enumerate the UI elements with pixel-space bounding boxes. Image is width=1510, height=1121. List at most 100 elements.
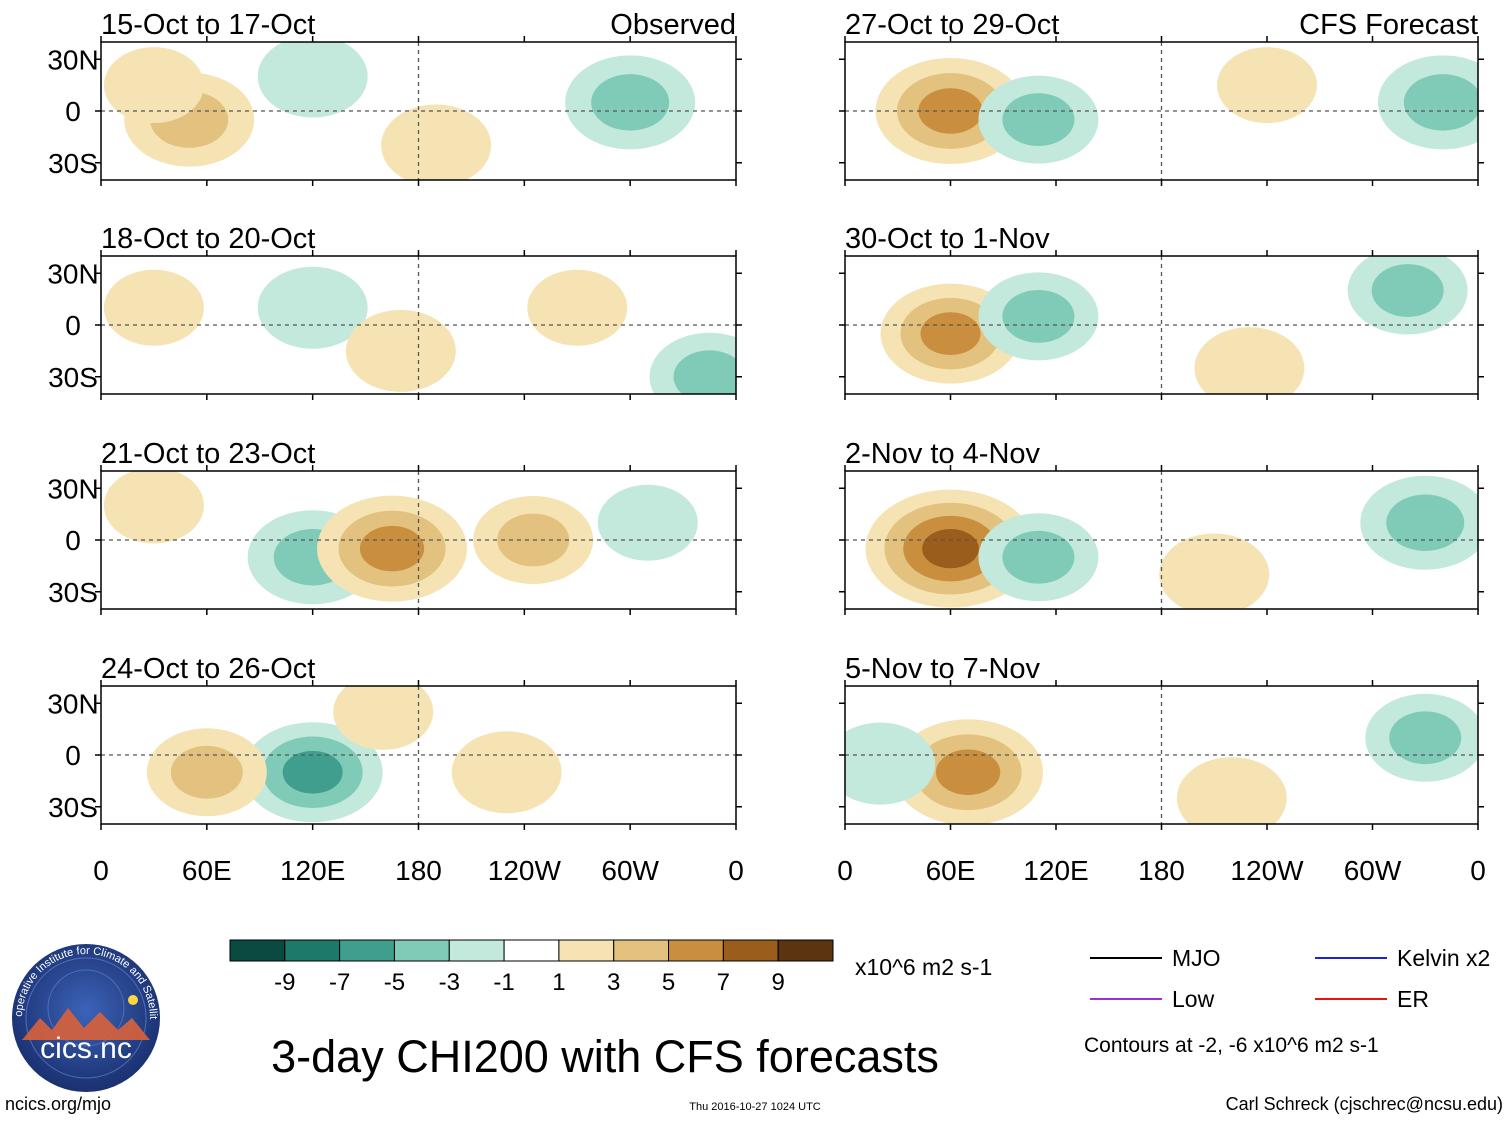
colorbar-tick-label: -3 <box>439 969 460 996</box>
panel-right-4: 5-Nov to 7-Nov <box>839 653 1484 830</box>
anomaly-blob <box>451 731 562 814</box>
anomaly-blob <box>170 745 243 799</box>
anomaly-blob <box>1389 711 1462 765</box>
anomaly-blob <box>1403 74 1478 131</box>
anomaly-blob <box>257 266 368 349</box>
author-credit: Carl Schreck (cjschrec@ncsu.edu) <box>1226 1094 1503 1114</box>
lon-tick-label: 60E <box>182 855 232 886</box>
legend-item-er: ER <box>1315 986 1429 1012</box>
colorbar-tick-label: -7 <box>329 969 350 996</box>
anomaly-blob <box>1002 93 1075 147</box>
panel-period-title: 2-Nov to 4-Nov <box>845 438 1041 470</box>
lat-tick-label: 30N <box>47 44 98 75</box>
colorbar-swatch <box>393 939 450 962</box>
anomaly-blob <box>282 750 343 794</box>
anomaly-blob <box>345 309 456 392</box>
mountain-icon <box>22 1008 150 1040</box>
anomaly-blob <box>1002 289 1075 343</box>
colorbar-swatch <box>284 939 341 962</box>
lon-tick-label: 180 <box>1138 855 1185 886</box>
lon-tick-label: 60W <box>601 855 659 886</box>
column-label-left: Observed <box>610 9 736 41</box>
anomaly-blob <box>845 722 936 805</box>
colorbar-tick-label: 7 <box>717 969 730 996</box>
colorbar-swatch <box>339 939 395 962</box>
lat-tick-label: 30S <box>48 577 98 608</box>
colorbar-swatch <box>613 939 670 962</box>
lat-tick-label: 30S <box>48 362 98 393</box>
source-label: ncics.org/mjo <box>5 1094 111 1114</box>
lon-tick-label: 60E <box>926 855 976 886</box>
lat-tick-label: 0 <box>65 310 81 341</box>
legend-label: Low <box>1172 986 1215 1012</box>
anomaly-blob <box>1217 47 1317 124</box>
anomaly-blob <box>333 686 434 750</box>
anomaly-blob <box>591 74 670 131</box>
colorbar-swatch <box>503 939 560 962</box>
colorbar-tick-label: 9 <box>772 969 785 996</box>
lon-tick-label: 120E <box>280 855 345 886</box>
timestamp: Thu 2016-10-27 1024 UTC <box>689 1101 821 1113</box>
legend-label: MJO <box>1172 945 1221 971</box>
colorbar-swatch <box>229 939 286 962</box>
colorbar-tick-label: -1 <box>493 969 514 996</box>
colorbar-tick-label: 5 <box>662 969 675 996</box>
legend-item-low: Low <box>1090 986 1215 1012</box>
anomaly-blob <box>103 471 204 544</box>
colorbar-tick-label: 1 <box>552 969 565 996</box>
lon-tick-label: 0 <box>837 855 853 886</box>
lat-tick-label: 0 <box>65 740 81 771</box>
lon-tick-label: 120E <box>1023 855 1088 886</box>
legend-item-mjo: MJO <box>1090 945 1221 971</box>
logo-text: cics.nc <box>40 1032 132 1065</box>
panel-right-1: 27-Oct to 29-Oct CFS Forecast <box>839 9 1484 186</box>
longitude-axis: 0 60E 120E 180 120W 60W 0 0 60E 120E 180 120W 60W 0 <box>93 855 1486 886</box>
units-label: x10^6 m2 s-1 <box>855 954 992 980</box>
anomaly-blob <box>1002 530 1075 584</box>
colorbar-tick-label: 3 <box>607 969 620 996</box>
lat-tick-label: 0 <box>65 96 81 127</box>
lon-tick-label: 60W <box>1344 855 1402 886</box>
anomaly-blob <box>673 350 736 394</box>
anomaly-blob <box>1194 327 1305 394</box>
lat-tick-label: 0 <box>65 525 81 556</box>
panels-layer: 15-Oct to 17-Oct Observed 30N 0 30S 18-Oct to… <box>47 9 1484 830</box>
colorbar-swatch <box>558 939 615 962</box>
panel-period-title: 21-Oct to 23-Oct <box>101 438 315 470</box>
legend-label: Kelvin x2 <box>1397 945 1490 971</box>
anomaly-blob <box>920 312 981 356</box>
anomaly-blob <box>103 47 204 124</box>
panel-right-2: 30-Oct to 1-Nov <box>839 223 1484 400</box>
lon-tick-label: 0 <box>1470 855 1486 886</box>
lat-tick-label: 30N <box>47 688 98 719</box>
anomaly-blob <box>1371 264 1444 317</box>
colorbar-swatch <box>668 939 724 962</box>
contour-legend: MJO Kelvin x2 Low ER <box>1090 945 1490 1012</box>
lat-tick-label: 30N <box>47 473 98 504</box>
lon-tick-label: 180 <box>395 855 442 886</box>
panel-left-1: 15-Oct to 17-Oct Observed 30N 0 30S <box>47 9 742 186</box>
lon-tick-label: 0 <box>728 855 744 886</box>
panel-period-title: 27-Oct to 29-Oct <box>845 9 1059 41</box>
panel-period-title: 15-Oct to 17-Oct <box>101 9 315 41</box>
panel-period-title: 18-Oct to 20-Oct <box>101 223 315 255</box>
colorbar-swatch <box>777 939 834 962</box>
anomaly-blob <box>381 104 492 180</box>
sun-icon <box>128 995 138 1005</box>
colorbar: -9 -7 -5 -3 -1 1 3 5 7 9 <box>229 939 834 996</box>
panel-period-title: 5-Nov to 7-Nov <box>845 653 1041 685</box>
anomaly-blob <box>527 269 628 346</box>
lat-tick-label: 30S <box>48 792 98 823</box>
column-label-right: CFS Forecast <box>1299 9 1478 41</box>
logo-disc <box>12 944 160 1092</box>
anomaly-blob <box>935 749 1001 795</box>
anomaly-blob <box>103 269 204 346</box>
panel-period-title: 30-Oct to 1-Nov <box>845 223 1050 255</box>
lon-tick-label: 120W <box>488 855 562 886</box>
anomaly-blob <box>257 42 368 118</box>
panel-period-title: 24-Oct to 26-Oct <box>101 653 315 685</box>
